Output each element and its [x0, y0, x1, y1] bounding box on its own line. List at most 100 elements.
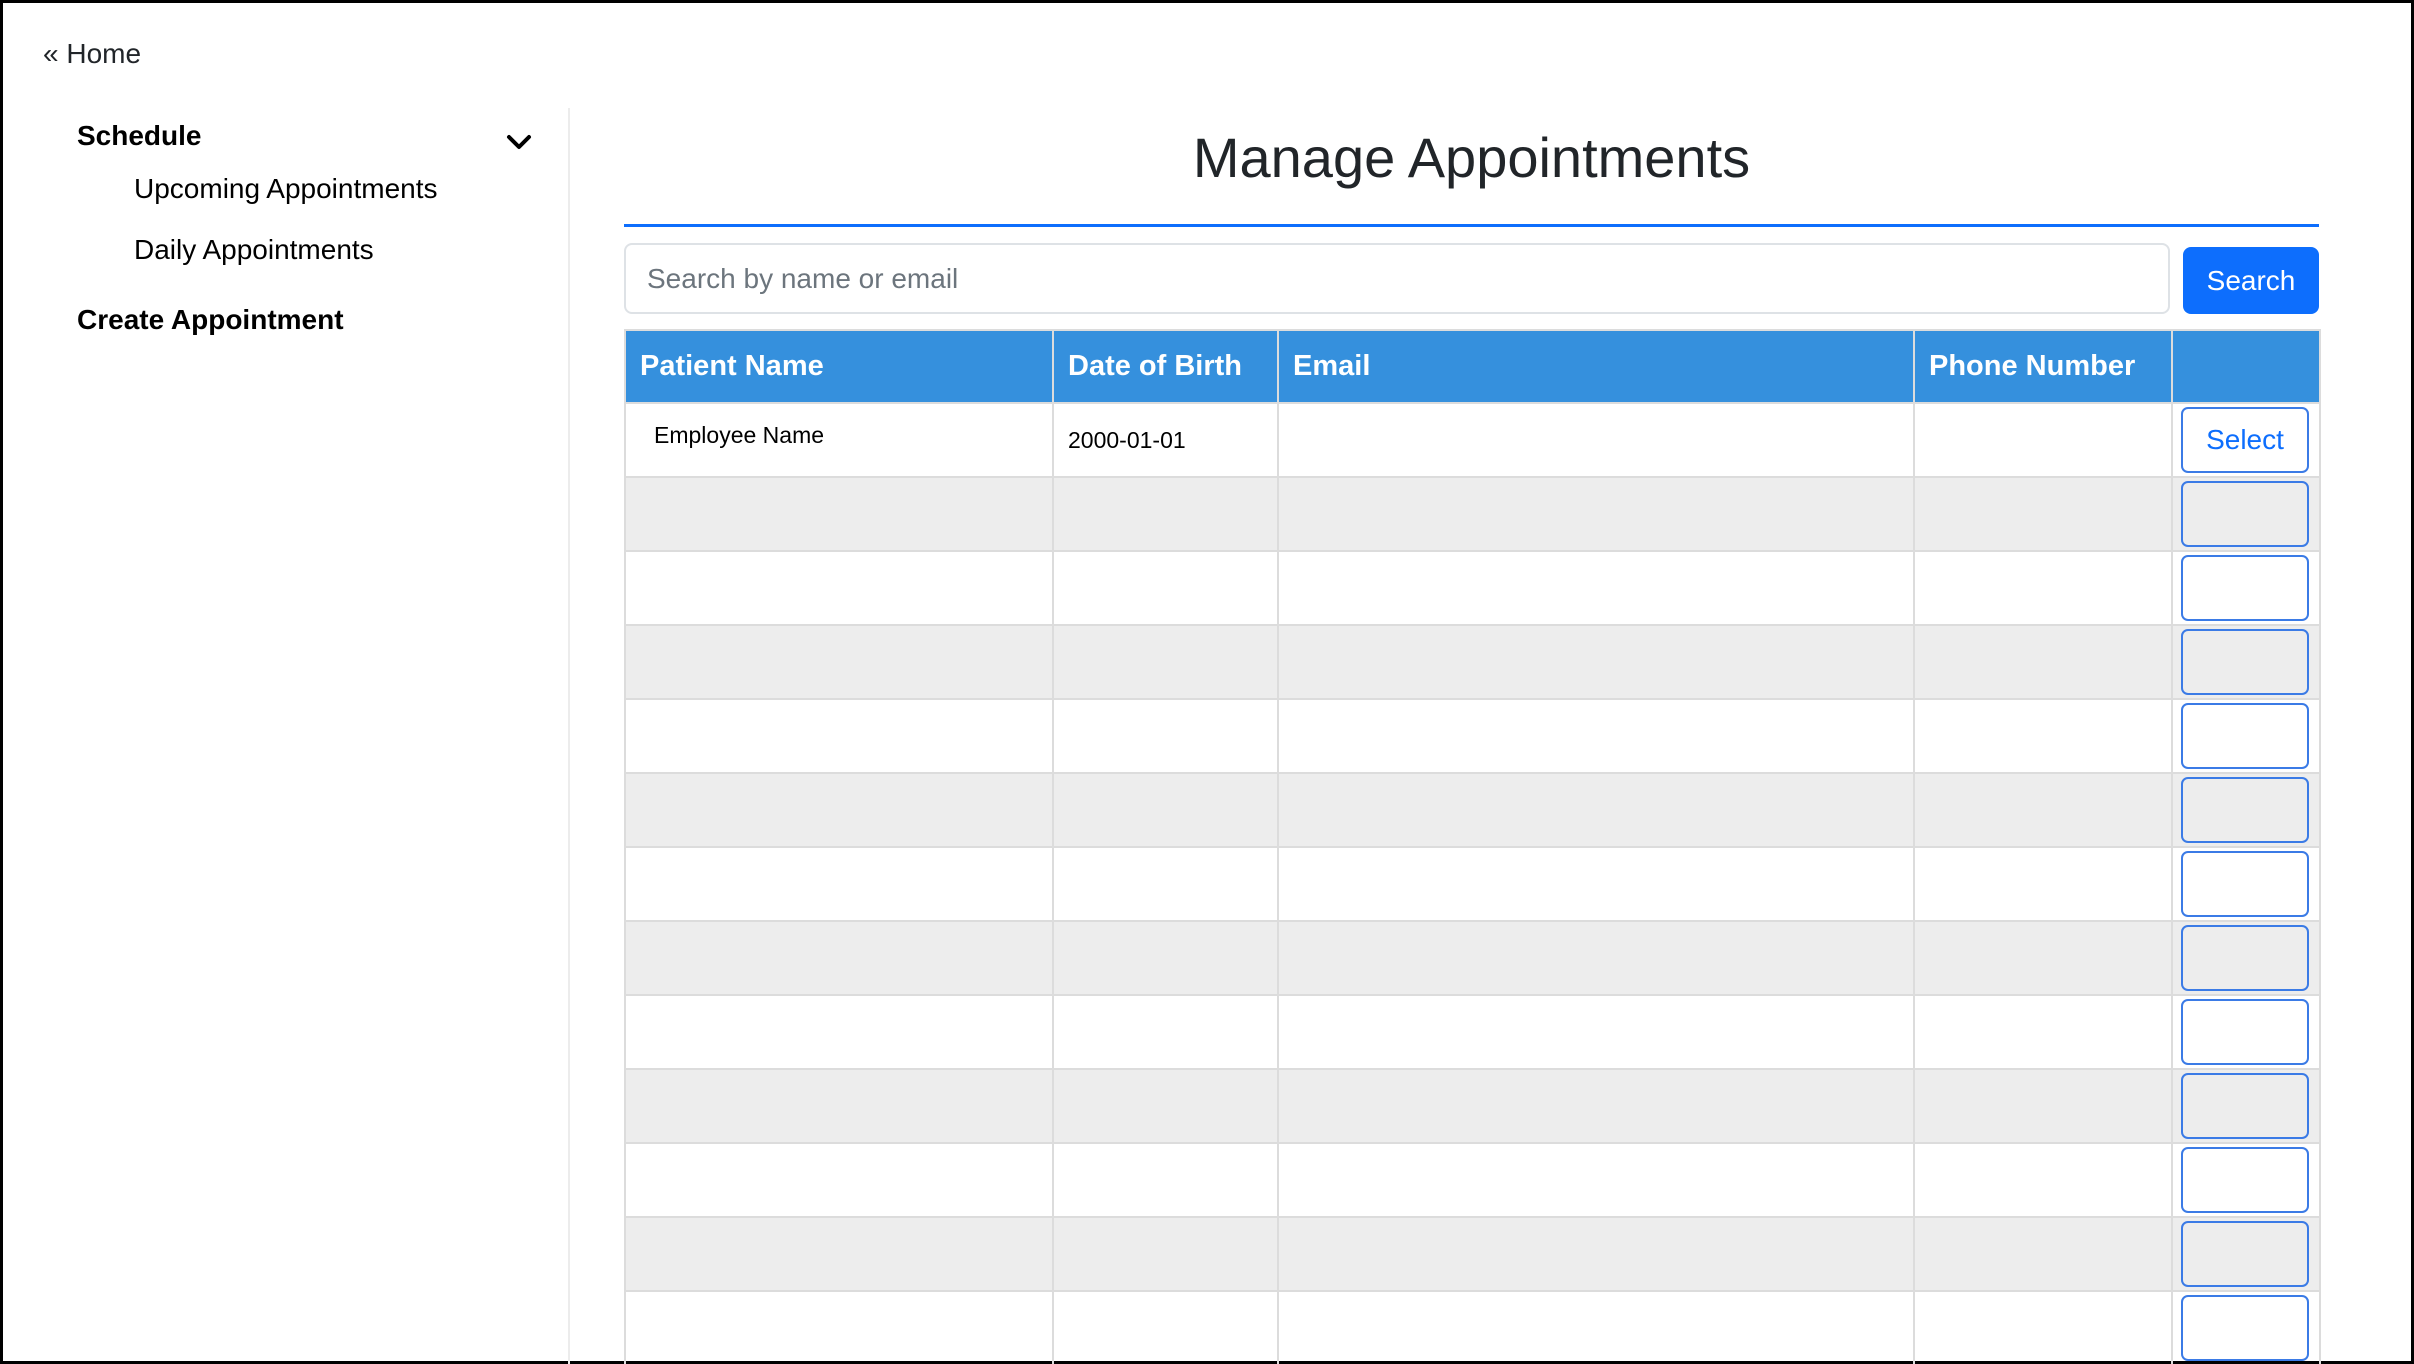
table-header-row: Patient Name Date of Birth Email Phone N…: [624, 329, 2321, 404]
email-cell: [1277, 402, 1915, 478]
page-title: Manage Appointments: [1192, 126, 1751, 189]
sidebar-item-schedule[interactable]: Schedule: [77, 120, 202, 151]
phone-number-cell: [1913, 402, 2173, 478]
patient-name-cell: [624, 846, 1054, 922]
action-cell: [2171, 846, 2321, 922]
phone-number-cell: [1913, 624, 2173, 700]
select-button[interactable]: [2181, 629, 2309, 695]
select-button[interactable]: [2181, 925, 2309, 991]
patient-name-cell: [624, 1216, 1054, 1292]
table-row: Employee Name 2000-01-01 Select: [624, 402, 2321, 478]
home-link[interactable]: « Home: [43, 38, 142, 69]
phone-number-cell: [1913, 1068, 2173, 1144]
date-of-birth-cell: [1052, 772, 1279, 848]
chevron-down-icon[interactable]: [505, 128, 533, 156]
email-cell: [1277, 772, 1915, 848]
phone-number-cell: [1913, 476, 2173, 552]
column-header-patient-name: Patient Name: [624, 329, 1054, 404]
sidebar-item-create-appointment[interactable]: Create Appointment: [77, 304, 344, 335]
patients-table: Patient Name Date of Birth Email Phone N…: [624, 329, 2321, 1364]
table-row: [624, 920, 2321, 996]
email-cell: [1277, 476, 1915, 552]
phone-number-cell: [1913, 550, 2173, 626]
email-cell: [1277, 920, 1915, 996]
select-button[interactable]: [2181, 1073, 2309, 1139]
action-cell: [2171, 772, 2321, 848]
patient-name-cell: [624, 624, 1054, 700]
select-button[interactable]: [2181, 703, 2309, 769]
phone-number-cell: [1913, 994, 2173, 1070]
sidebar-item-daily-appointments[interactable]: Daily Appointments: [134, 234, 374, 265]
action-cell: [2171, 624, 2321, 700]
date-of-birth-cell: [1052, 1142, 1279, 1218]
table-row: [624, 994, 2321, 1070]
email-cell: [1277, 846, 1915, 922]
select-button[interactable]: [2181, 1295, 2309, 1361]
title-divider: [624, 224, 2319, 227]
select-button[interactable]: [2181, 1147, 2309, 1213]
patient-name-cell: [624, 772, 1054, 848]
action-cell: [2171, 1216, 2321, 1292]
date-of-birth-cell: [1052, 624, 1279, 700]
select-button[interactable]: Select: [2181, 407, 2309, 473]
action-cell: [2171, 1142, 2321, 1218]
email-cell: [1277, 1142, 1915, 1218]
select-button[interactable]: [2181, 777, 2309, 843]
email-cell: [1277, 698, 1915, 774]
action-cell: [2171, 1068, 2321, 1144]
select-button[interactable]: [2181, 481, 2309, 547]
action-cell: [2171, 920, 2321, 996]
phone-number-cell: [1913, 1142, 2173, 1218]
email-cell: [1277, 624, 1915, 700]
patient-name-cell: [624, 698, 1054, 774]
email-cell: [1277, 1216, 1915, 1292]
date-of-birth-cell: [1052, 1290, 1279, 1364]
sidebar-item-upcoming-appointments[interactable]: Upcoming Appointments: [134, 173, 438, 204]
date-of-birth-cell: [1052, 476, 1279, 552]
table-row: [624, 1216, 2321, 1292]
table-row: [624, 550, 2321, 626]
table-row: [624, 476, 2321, 552]
phone-number-cell: [1913, 1216, 2173, 1292]
date-of-birth-cell: [1052, 994, 1279, 1070]
select-button[interactable]: [2181, 555, 2309, 621]
patient-name-cell: [624, 550, 1054, 626]
action-cell: [2171, 994, 2321, 1070]
phone-number-cell: [1913, 1290, 2173, 1364]
email-cell: [1277, 994, 1915, 1070]
search-button[interactable]: Search: [2183, 247, 2319, 314]
email-cell: [1277, 1068, 1915, 1144]
select-button[interactable]: [2181, 999, 2309, 1065]
action-cell: [2171, 550, 2321, 626]
sidebar: Schedule Upcoming Appointments Daily App…: [0, 108, 570, 1364]
action-cell: [2171, 698, 2321, 774]
table-row: [624, 846, 2321, 922]
date-of-birth-cell: [1052, 698, 1279, 774]
patient-name-cell: [624, 1068, 1054, 1144]
table-row: [624, 1142, 2321, 1218]
column-header-date-of-birth: Date of Birth: [1052, 329, 1279, 404]
email-cell: [1277, 550, 1915, 626]
column-header-action: [2171, 329, 2321, 404]
table-row: [624, 1290, 2321, 1364]
date-of-birth-cell: [1052, 920, 1279, 996]
select-button[interactable]: [2181, 851, 2309, 917]
date-of-birth-cell: 2000-01-01: [1052, 402, 1279, 478]
action-cell: Select: [2171, 402, 2321, 478]
patient-name-cell: [624, 1290, 1054, 1364]
search-input[interactable]: [624, 243, 2170, 314]
patient-name-cell: Employee Name: [624, 402, 1054, 478]
patient-name-cell: [624, 994, 1054, 1070]
date-of-birth-cell: [1052, 1068, 1279, 1144]
table-row: [624, 772, 2321, 848]
phone-number-cell: [1913, 920, 2173, 996]
action-cell: [2171, 1290, 2321, 1364]
column-header-phone-number: Phone Number: [1913, 329, 2173, 404]
email-cell: [1277, 1290, 1915, 1364]
date-of-birth-cell: [1052, 550, 1279, 626]
patient-name-cell: [624, 476, 1054, 552]
table-row: [624, 624, 2321, 700]
action-cell: [2171, 476, 2321, 552]
select-button[interactable]: [2181, 1221, 2309, 1287]
phone-number-cell: [1913, 698, 2173, 774]
